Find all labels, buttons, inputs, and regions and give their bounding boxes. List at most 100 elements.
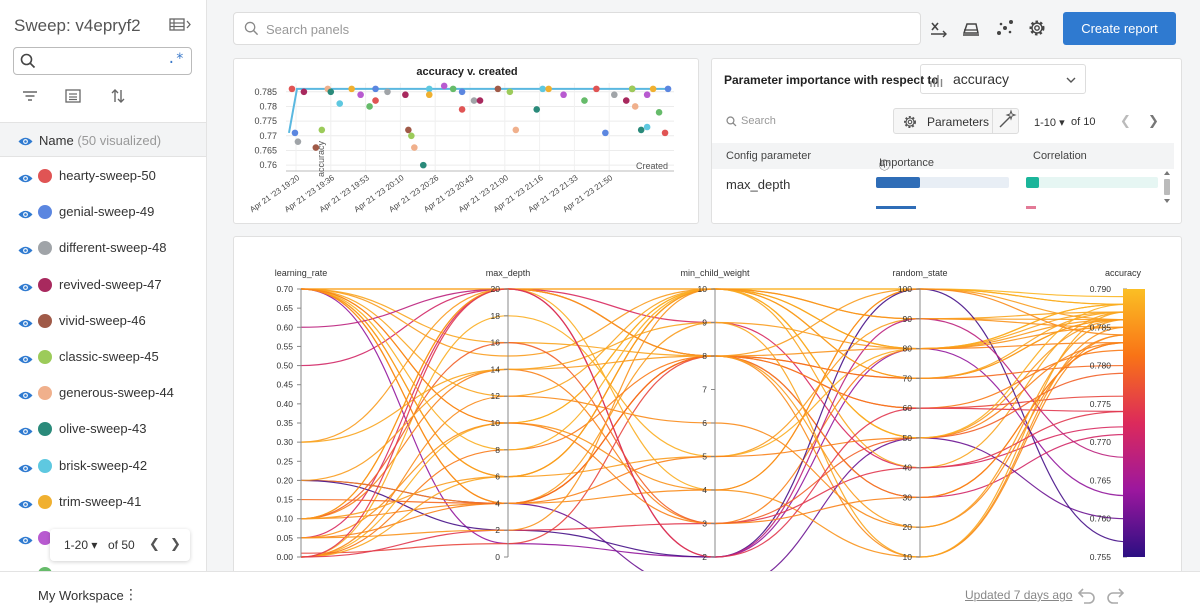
scatter-point[interactable] <box>411 144 418 151</box>
workspace-name[interactable]: My Workspace <box>38 588 124 603</box>
run-color-dot[interactable] <box>38 422 52 437</box>
table-view-icon[interactable] <box>168 15 194 35</box>
scatter-point[interactable] <box>372 97 379 104</box>
scatter-point[interactable] <box>458 106 466 113</box>
run-color-dot[interactable] <box>38 531 52 545</box>
scatter-point[interactable] <box>402 91 409 99</box>
eye-icon[interactable] <box>18 280 33 298</box>
scatter-point[interactable] <box>643 91 651 99</box>
scatter-point[interactable] <box>357 91 364 99</box>
run-name[interactable]: vivid-sweep-46 <box>59 312 146 328</box>
run-color-dot[interactable] <box>38 169 52 183</box>
eye-icon[interactable] <box>18 424 33 442</box>
run-row[interactable]: generous-sweep-44 <box>0 376 206 412</box>
scatter-point[interactable] <box>622 97 630 104</box>
scatter-point[interactable] <box>336 100 344 107</box>
eye-icon[interactable] <box>18 352 33 370</box>
scatter-point[interactable] <box>539 85 546 93</box>
scatter-point[interactable] <box>300 88 308 96</box>
magic-wand-icon[interactable] <box>992 108 1019 134</box>
scatter-point[interactable] <box>327 88 335 96</box>
accuracy-colorbar[interactable] <box>1123 289 1145 557</box>
run-line[interactable] <box>300 288 1128 520</box>
scatter-point[interactable] <box>419 161 427 169</box>
run-line[interactable] <box>301 288 1128 298</box>
chevron-right-icon[interactable]: ❯ <box>1148 113 1159 128</box>
eye-icon[interactable] <box>18 461 33 479</box>
run-line[interactable] <box>300 334 1128 558</box>
scatter-point[interactable] <box>449 85 457 93</box>
run-line[interactable] <box>300 288 1128 469</box>
run-row[interactable]: olive-sweep-43 <box>0 412 206 448</box>
run-row[interactable]: vivid-sweep-46 <box>0 304 206 340</box>
scatter-point[interactable] <box>581 97 588 104</box>
scatter-point[interactable] <box>440 82 448 90</box>
run-line[interactable] <box>300 288 1128 379</box>
scatter-point[interactable] <box>611 91 618 99</box>
scatter-point[interactable] <box>372 85 379 93</box>
scatter-point[interactable] <box>655 109 663 116</box>
scatter-point[interactable] <box>425 85 433 93</box>
run-row[interactable]: genial-sweep-49 <box>0 195 206 231</box>
chevron-right-icon[interactable]: ❯ <box>170 536 181 551</box>
importance-page-range[interactable]: 1-10 ▾ <box>1034 117 1065 129</box>
scatter-point[interactable] <box>494 85 502 93</box>
run-color-dot[interactable] <box>38 205 52 220</box>
scatter-point[interactable] <box>318 126 326 134</box>
eye-icon[interactable] <box>18 134 33 152</box>
run-name[interactable]: genial-sweep-49 <box>59 204 155 220</box>
scatter-point[interactable] <box>637 126 645 134</box>
run-name[interactable]: trim-sweep-41 <box>59 493 142 509</box>
run-color-dot[interactable] <box>38 241 52 256</box>
run-line[interactable] <box>300 288 1128 379</box>
scatter-point[interactable] <box>291 129 299 137</box>
run-line[interactable] <box>300 288 1128 558</box>
scatter-point[interactable] <box>405 126 412 134</box>
run-line[interactable] <box>300 341 1128 525</box>
run-row[interactable]: brisk-sweep-42 <box>0 449 206 485</box>
eye-icon[interactable] <box>18 316 33 334</box>
regex-toggle[interactable]: .* <box>167 51 184 67</box>
scatter-point[interactable] <box>458 88 466 96</box>
run-color-dot[interactable] <box>38 277 52 292</box>
updated-timestamp[interactable]: Updated 7 days ago <box>965 588 1073 602</box>
run-line[interactable] <box>300 288 1128 558</box>
scatter-point[interactable] <box>470 97 478 104</box>
axis-min_child_weight[interactable]: min_child_weight 10 9 8 7 6 5 4 3 2 <box>680 268 750 562</box>
run-color-dot[interactable] <box>38 458 52 473</box>
run-name[interactable]: different-sweep-48 <box>59 240 167 256</box>
run-line[interactable] <box>300 326 1128 558</box>
run-row[interactable]: hearty-sweep-50 <box>0 159 206 195</box>
axis-learning_rate[interactable]: learning_rate 0.70 0.65 0.60 0.55 0.50 0.45 0.4… <box>275 268 328 562</box>
run-search-input[interactable]: .* <box>13 47 192 75</box>
scatter-point[interactable] <box>512 126 520 134</box>
run-name[interactable]: hearty-sweep-50 <box>59 168 156 183</box>
run-color-dot[interactable] <box>38 350 52 364</box>
scrollbar[interactable] <box>1162 169 1172 205</box>
scatter-point[interactable] <box>628 85 636 93</box>
scatter-point[interactable] <box>533 106 541 113</box>
create-report-button[interactable]: Create report <box>1063 12 1176 45</box>
run-line[interactable] <box>300 288 1128 499</box>
run-line[interactable] <box>300 288 1128 539</box>
sort-icon[interactable] <box>109 87 127 105</box>
run-color-dot[interactable] <box>38 386 52 401</box>
run-row[interactable]: trim-sweep-41 <box>0 485 206 521</box>
parallel-coordinates-chart[interactable]: learning_rate 0.70 0.65 0.60 0.55 0.50 0.45 0.4… <box>234 237 1183 571</box>
scatter-point[interactable] <box>294 138 302 145</box>
scatter-point[interactable] <box>593 85 600 93</box>
scatter-point[interactable] <box>643 123 651 131</box>
parameters-button[interactable]: Parameters <box>893 108 1019 134</box>
eye-icon[interactable] <box>18 207 33 225</box>
more-vertical-icon[interactable]: ⋮ <box>124 586 138 602</box>
accuracy-scatter-chart[interactable]: accuracy v. created 0.785 0.78 0.775 0.77 0.7… <box>234 59 700 225</box>
eye-icon[interactable] <box>18 533 33 551</box>
outliers-icon[interactable] <box>995 18 1015 38</box>
run-row[interactable] <box>0 557 206 571</box>
scatter-point[interactable] <box>649 85 657 93</box>
scatter-point[interactable] <box>348 85 355 93</box>
chevron-left-icon[interactable]: ❮ <box>1120 113 1131 128</box>
run-line[interactable] <box>300 311 1128 558</box>
run-row[interactable]: different-sweep-48 <box>0 231 206 267</box>
